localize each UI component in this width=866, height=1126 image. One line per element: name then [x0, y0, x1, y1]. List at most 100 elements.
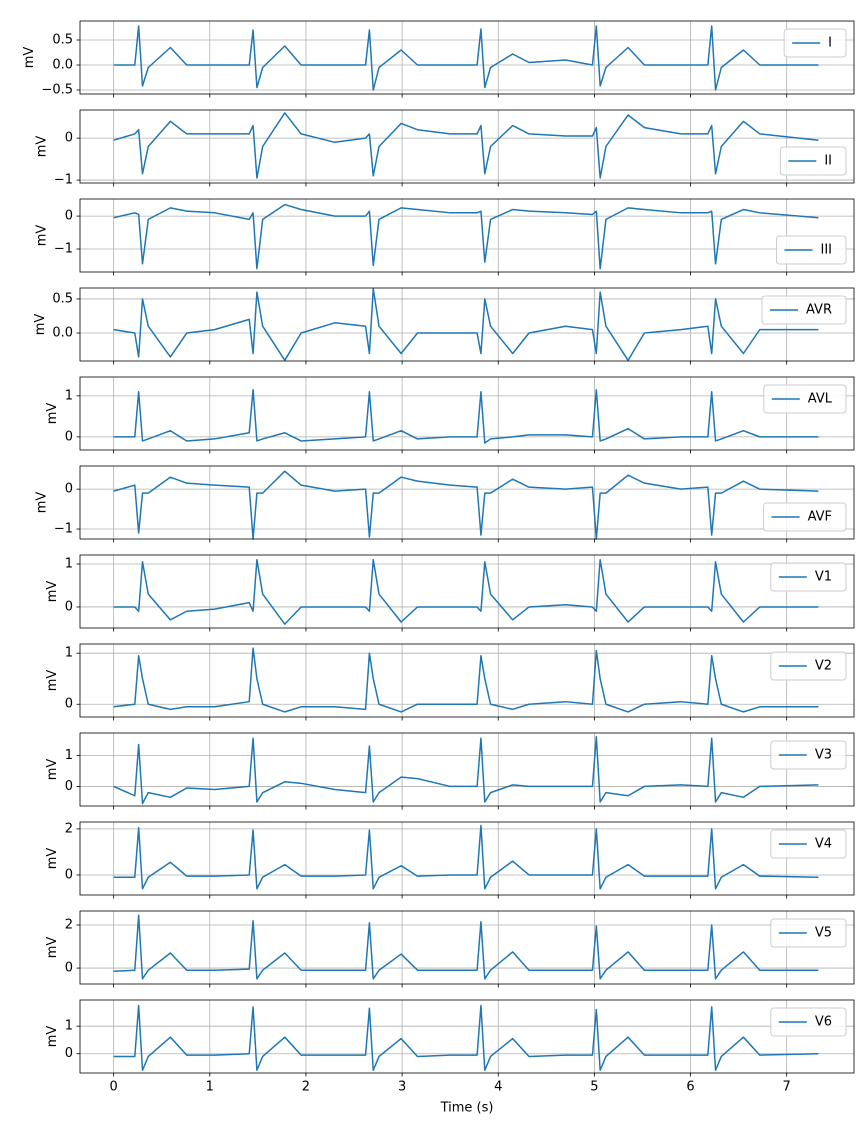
axes-frame — [79, 465, 855, 540]
axes-frame — [79, 109, 855, 184]
y-tick-label: 1 — [65, 388, 73, 403]
subplot: 0 2 mV V5 — [45, 910, 855, 988]
legend-label: V6 — [815, 1015, 832, 1030]
y-axis-label: mV — [22, 47, 37, 69]
axes-frame — [79, 198, 855, 273]
ecg-line — [113, 25, 819, 91]
x-tick-label: 6 — [686, 1080, 694, 1095]
legend-label: II — [824, 154, 832, 169]
y-tick-label: 1 — [65, 646, 73, 661]
x-axis-label: Time (s) — [440, 1101, 494, 1116]
legend-box — [770, 1007, 847, 1037]
legend-label: V3 — [815, 748, 832, 763]
y-tick-label: 0 — [65, 429, 73, 444]
x-tick-label: 4 — [494, 1080, 502, 1095]
legend-label: AVR — [806, 303, 832, 318]
x-tick-label: 7 — [783, 1080, 791, 1095]
axes-frame — [79, 287, 855, 362]
ecg-line — [113, 388, 819, 444]
subplot: 0 1 mV V3 — [45, 732, 855, 810]
ecg-line — [113, 1004, 819, 1071]
legend: I — [783, 28, 847, 58]
legend: AVL — [763, 384, 847, 414]
axes-frame — [79, 999, 855, 1074]
legend: AVF — [763, 502, 847, 532]
ecg-line — [113, 735, 819, 805]
legend: V5 — [770, 918, 847, 948]
ecg-line — [113, 647, 819, 713]
legend-label: V2 — [815, 659, 832, 674]
y-axis-label: mV — [34, 492, 49, 514]
axes-frame — [79, 554, 855, 629]
x-tick-label: 3 — [398, 1080, 406, 1095]
y-axis-label: mV — [45, 1026, 60, 1048]
y-tick-label: 0.0 — [52, 58, 73, 73]
y-axis-label: mV — [34, 225, 49, 247]
y-tick-label: 0.5 — [52, 33, 73, 48]
legend-label: V5 — [815, 926, 832, 941]
subplot: 0 1 mV V2 — [45, 643, 855, 721]
subplot: 0 2 mV V4 — [45, 821, 855, 899]
axes-frame — [79, 732, 855, 807]
subplot: −1 0 mV AVF — [34, 465, 855, 543]
legend-box — [763, 502, 847, 532]
y-axis-label: mV — [45, 403, 60, 425]
y-tick-label: 0 — [65, 599, 73, 614]
legend-box — [770, 829, 847, 859]
subplot: −0.5 0.0 0.5 mV I — [22, 20, 855, 98]
axes-frame — [79, 20, 855, 95]
legend: II — [779, 146, 847, 176]
legend-label: V4 — [815, 837, 832, 852]
legend: AVR — [761, 295, 847, 325]
y-axis-label: mV — [45, 759, 60, 781]
y-tick-label: 1 — [65, 748, 73, 763]
axes-frame — [79, 643, 855, 718]
axes-frame — [79, 821, 855, 896]
legend: III — [775, 235, 847, 265]
ecg-line — [113, 558, 819, 625]
ecg-line — [113, 824, 819, 890]
y-tick-label: 2 — [65, 821, 73, 836]
y-axis-label: mV — [33, 314, 48, 336]
subplot: 0 1 mV V1 — [45, 554, 855, 632]
y-tick-label: 0 — [65, 697, 73, 712]
y-tick-label: 0 — [65, 1046, 73, 1061]
subplot: −1 0 mV II — [34, 109, 855, 188]
x-tick-label: 1 — [206, 1080, 214, 1095]
legend-box — [763, 384, 847, 414]
legend: V6 — [770, 1007, 847, 1037]
y-axis-label: mV — [45, 848, 60, 870]
legend-box — [770, 651, 847, 681]
y-tick-label: 1 — [65, 557, 73, 572]
ecg-line — [113, 112, 819, 179]
y-axis-label: mV — [45, 581, 60, 603]
y-tick-label: 0 — [65, 961, 73, 976]
y-tick-label: 0 — [65, 482, 73, 497]
legend: V3 — [770, 740, 847, 770]
y-tick-label: 0.0 — [52, 326, 73, 341]
y-axis-label: mV — [34, 136, 49, 158]
legend-box — [761, 295, 847, 325]
legend-label: I — [828, 36, 832, 51]
ecg-line — [113, 203, 819, 270]
axes-frame — [79, 910, 855, 985]
y-tick-label: −0.5 — [41, 83, 73, 98]
legend-label: AVL — [808, 392, 833, 407]
x-tick-label: 5 — [590, 1080, 598, 1095]
ecg-line — [113, 914, 819, 980]
ecg-line — [113, 287, 819, 362]
legend-box — [770, 740, 847, 770]
legend-box — [770, 562, 847, 592]
y-tick-label: 0 — [65, 867, 73, 882]
y-tick-label: −1 — [54, 522, 73, 537]
x-tick-label: 0 — [110, 1080, 118, 1095]
subplot: 0 1 2 3 4 5 6 7 0 1 mV Time (s) V6 — [45, 999, 855, 1116]
subplot: −1 0 mV III — [34, 198, 855, 276]
legend-label: III — [820, 243, 832, 258]
legend-box — [770, 918, 847, 948]
legend: V2 — [770, 651, 847, 681]
y-tick-label: −1 — [54, 173, 73, 188]
legend: V1 — [770, 562, 847, 592]
y-axis-label: mV — [45, 937, 60, 959]
